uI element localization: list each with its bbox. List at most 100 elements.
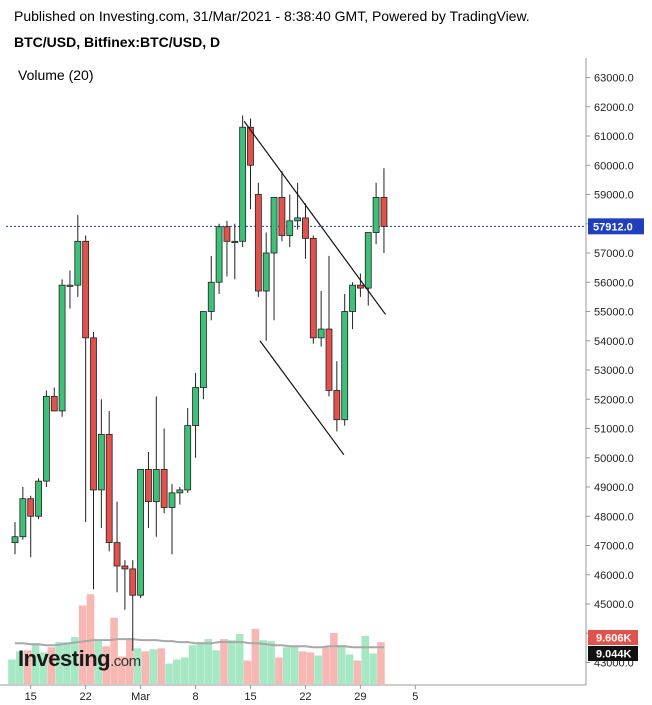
volume-bar [306, 652, 315, 684]
volume-bar [220, 639, 228, 684]
candle [168, 484, 176, 555]
candle [349, 282, 356, 330]
candle-body [380, 197, 388, 227]
volume-bar [47, 647, 56, 684]
volume-bar [23, 650, 32, 684]
volume-bar [345, 654, 354, 684]
candle-body [43, 395, 50, 482]
candle [35, 478, 42, 520]
volume-bar [322, 647, 330, 684]
candle [309, 235, 317, 344]
candle [129, 560, 137, 651]
candle-body [199, 311, 207, 388]
candle [176, 487, 184, 505]
candle-body [294, 217, 302, 222]
candle-body [215, 226, 223, 283]
candle [137, 469, 145, 599]
volume-bar [243, 660, 252, 684]
candle-body [302, 217, 309, 239]
candle-body [231, 240, 239, 243]
volume-bar [102, 646, 110, 684]
candle-body [341, 311, 349, 421]
y-tick-label: 60000.0 [594, 160, 634, 172]
candle-body [82, 240, 90, 339]
candle-body [11, 536, 19, 543]
candle [97, 399, 105, 528]
candle [184, 408, 192, 493]
candle-body [160, 469, 168, 508]
y-tick-label: 62000.0 [594, 102, 634, 114]
volume-bar [275, 657, 283, 684]
volume-bar [235, 634, 244, 684]
candle [27, 495, 35, 558]
investing-logo: Investing.com [18, 646, 141, 672]
volume-bar [118, 656, 126, 684]
candle-body [152, 469, 160, 503]
candle-body [223, 226, 231, 242]
candle [199, 311, 207, 400]
volume-bar [78, 605, 87, 684]
volume-bar [180, 657, 189, 684]
candle [356, 273, 364, 297]
candle-body [35, 480, 42, 517]
candle [372, 182, 380, 245]
candle [231, 223, 239, 280]
candle [247, 118, 254, 210]
candle [325, 255, 333, 397]
candle [152, 396, 160, 537]
x-tick-label: 22 [80, 691, 92, 703]
y-tick-label: 46000.0 [594, 570, 634, 582]
candle [207, 255, 215, 321]
candle [74, 214, 82, 297]
candle-body [113, 542, 121, 567]
y-tick-label: 51000.0 [594, 424, 634, 436]
x-tick-label: 15 [244, 691, 256, 703]
candle [192, 372, 199, 458]
candle [105, 410, 113, 552]
candle-body [66, 284, 74, 287]
candle [262, 232, 270, 341]
candle [215, 223, 223, 294]
candle-body [239, 126, 247, 242]
candle [380, 168, 388, 253]
volume-bar [133, 648, 142, 684]
candle-body [372, 197, 380, 233]
candle-body [309, 237, 317, 339]
volume-bar [353, 660, 362, 684]
candle-body [262, 252, 270, 292]
volume-bar [259, 640, 267, 684]
candle [341, 293, 349, 426]
volume-bar [125, 638, 134, 684]
volume-tag: 9.606K [596, 633, 632, 645]
candle [11, 522, 19, 555]
volume-bar [94, 641, 103, 684]
y-tick-label: 45000.0 [594, 599, 634, 611]
volume-bar [282, 647, 291, 684]
volume-moving-average-line [15, 638, 384, 649]
candle-body [349, 284, 356, 312]
volume-indicator-label: Volume (20) [18, 67, 94, 83]
volume-bar [110, 617, 118, 684]
candle-body [364, 232, 372, 289]
y-tick-label: 48000.0 [594, 511, 634, 523]
y-tick-label: 50000.0 [594, 453, 634, 465]
candle-body [207, 281, 215, 312]
candle [364, 232, 372, 306]
volume-bar [149, 649, 158, 684]
y-tick-label: 61000.0 [594, 131, 634, 143]
candle [58, 279, 66, 417]
candle [317, 291, 325, 347]
volume-bar [173, 659, 181, 684]
x-tick-label: 5 [412, 691, 418, 703]
candle-body [74, 240, 82, 286]
volume-bar [330, 633, 338, 684]
candle-body [90, 337, 97, 491]
volume-bar [251, 628, 260, 684]
last-price-tag-bg [588, 218, 644, 235]
candle [66, 270, 74, 309]
candle [121, 560, 129, 610]
candle [82, 235, 90, 523]
y-tick-label: 59000.0 [594, 190, 634, 202]
y-tick-label: 63000.0 [594, 73, 634, 85]
